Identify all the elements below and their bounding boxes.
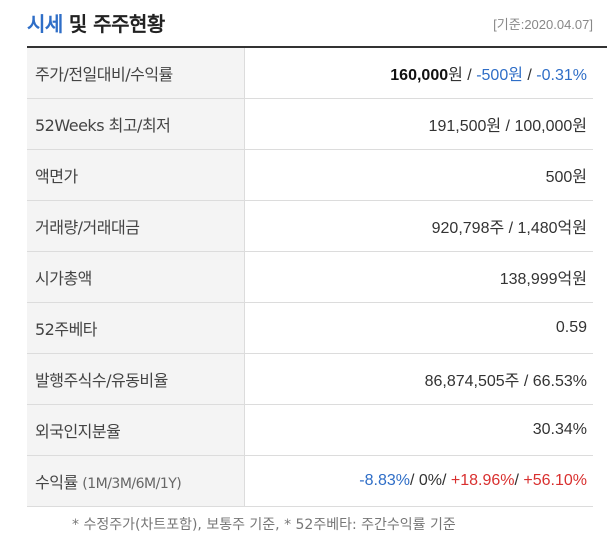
table-row: 52Weeks 최고/최저 191,500원 / 100,000원 [27,98,593,150]
table-row: 외국인지분율 30.34% [27,404,593,456]
row-label: 52주베타 [27,302,245,354]
row-value: 191,500원 / 100,000원 [244,98,593,150]
separator: / [442,472,451,489]
row-label: 수익률 (1M/3M/6M/1Y) [27,455,245,507]
table-row: 시가총액 138,999억원 [27,251,593,303]
row-label: 주가/전일대비/수익률 [27,48,245,99]
row-value: 160,000원 / -500원 / -0.31% [244,48,593,99]
base-date: [기준:2020.04.07] [493,17,593,32]
returns-period-label: (1M/3M/6M/1Y) [82,476,182,492]
separator: / [409,472,419,489]
row-label: 외국인지분율 [27,404,245,456]
row-label: 발행주식수/유동비율 [27,353,245,405]
return-6m: +18.96% [450,472,515,489]
returns-label: 수익률 [35,473,78,492]
price-unit: 원 [448,67,463,84]
row-label: 액면가 [27,149,245,201]
price-change: -500원 [476,67,523,84]
row-value: 920,798주 / 1,480억원 [244,200,593,252]
table-row: 발행주식수/유동비율 86,874,505주 / 66.53% [27,353,593,405]
table-row: 액면가 500원 [27,149,593,201]
section-title-main: 시세 [27,12,63,36]
market-quote-table: 주가/전일대비/수익률 160,000원 / -500원 / -0.31% 52… [27,48,593,507]
table-row: 52주베타 0.59 [27,302,593,354]
row-value: 30.34% [244,404,593,456]
row-value: 86,874,505주 / 66.53% [244,353,593,405]
price-change-percent: -0.31% [536,67,587,84]
table-row: 수익률 (1M/3M/6M/1Y) -8.83%/ 0%/ +18.96%/ +… [27,455,593,507]
return-3m: 0% [418,472,442,489]
section-title-rest: 및 주주현황 [68,12,165,36]
section-title: 시세 및 주주현황 [27,8,165,42]
row-label: 52Weeks 최고/최저 [27,98,245,150]
return-1y: +56.10% [523,472,587,489]
row-value: -8.83%/ 0%/ +18.96%/ +56.10% [244,455,593,507]
footnote: * 수정주가(차트포함), 보통주 기준, * 52주베타: 주간수익률 기준 [72,517,456,533]
row-value: 500원 [244,149,593,201]
separator: / [514,472,524,489]
table-row: 주가/전일대비/수익률 160,000원 / -500원 / -0.31% [27,48,593,99]
current-price: 160,000 [390,67,449,84]
return-1m: -8.83% [359,472,410,489]
row-label: 거래량/거래대금 [27,200,245,252]
separator: / [462,67,477,84]
row-label: 시가총액 [27,251,245,303]
row-value: 138,999억원 [244,251,593,303]
separator: / [522,67,537,84]
row-value: 0.59 [244,302,593,354]
table-row: 거래량/거래대금 920,798주 / 1,480억원 [27,200,593,252]
top-divider [27,46,607,48]
